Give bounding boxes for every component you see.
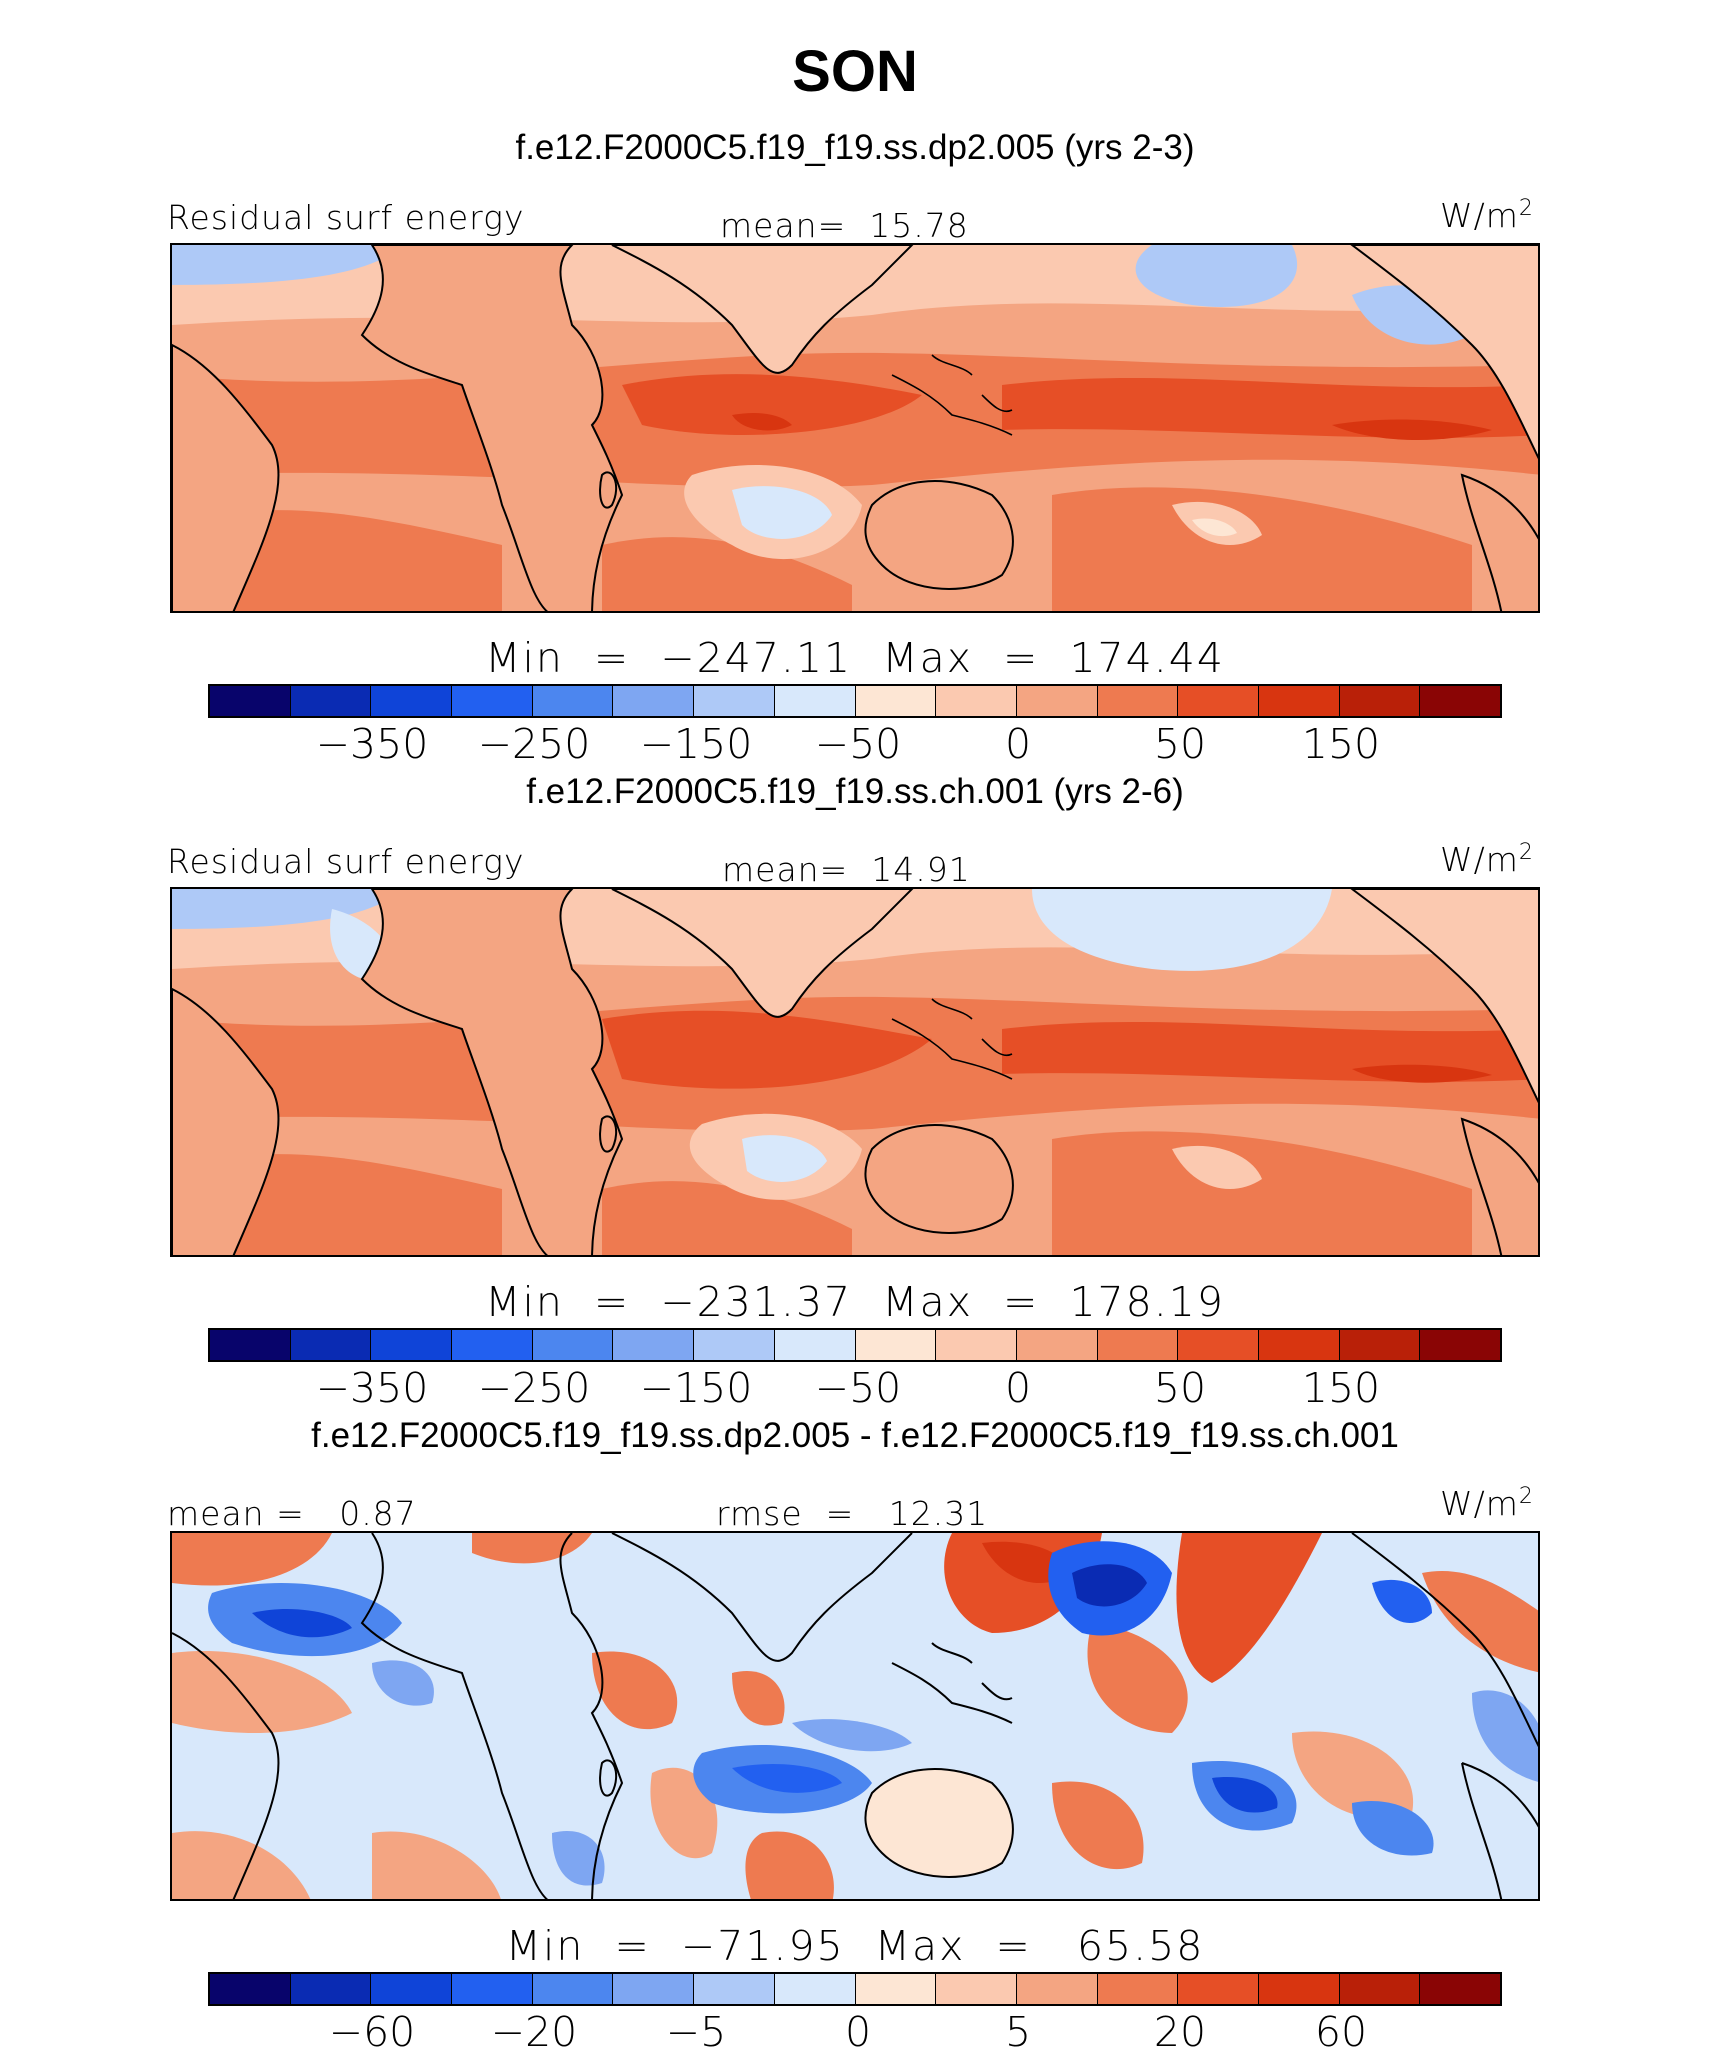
colorbar-swatch bbox=[855, 1974, 937, 2004]
panel-2-tick: 150 bbox=[1301, 1364, 1381, 1412]
panel-2-tick: −50 bbox=[814, 1364, 902, 1412]
colorbar-swatch bbox=[290, 1330, 372, 1360]
colorbar-swatch bbox=[1258, 1974, 1340, 2004]
panel-1-tick: −150 bbox=[639, 720, 753, 768]
colorbar-swatch bbox=[532, 1974, 614, 2004]
colorbar-swatch bbox=[1016, 1330, 1098, 1360]
colorbar-swatch bbox=[694, 1330, 775, 1360]
colorbar-swatch bbox=[452, 1330, 533, 1360]
colorbar-swatch bbox=[210, 1330, 291, 1360]
panel-1-tick: −350 bbox=[315, 720, 429, 768]
panel-1-map bbox=[170, 243, 1540, 613]
colorbar-swatch bbox=[1339, 686, 1421, 716]
panel-3-tick: −20 bbox=[490, 2008, 578, 2056]
colorbar-swatch bbox=[1258, 686, 1340, 716]
panel-3-tick: −60 bbox=[328, 2008, 416, 2056]
panel-3-min-max: Min = −71.95 Max = 65.58 bbox=[505, 1922, 1205, 1970]
colorbar-swatch bbox=[1339, 1974, 1421, 2004]
colorbar-swatch bbox=[452, 1974, 533, 2004]
colorbar-swatch bbox=[1016, 686, 1098, 716]
colorbar-swatch bbox=[452, 686, 533, 716]
panel-2-min-max: Min = −231.37 Max = 178.19 bbox=[485, 1278, 1225, 1326]
colorbar-swatch bbox=[290, 686, 372, 716]
colorbar-swatch bbox=[210, 686, 291, 716]
panel-2-tick: −250 bbox=[477, 1364, 591, 1412]
colorbar-swatch bbox=[532, 1330, 614, 1360]
colorbar-swatch bbox=[210, 1974, 291, 2004]
colorbar-swatch bbox=[936, 1974, 1017, 2004]
panel-3-tick: 20 bbox=[1153, 2008, 1207, 2056]
panel-1-tick: 50 bbox=[1153, 720, 1207, 768]
colorbar-swatch bbox=[1420, 686, 1500, 716]
panel-1-variable-label: Residual surf energy bbox=[167, 198, 525, 237]
panel-3-case-title: f.e12.F2000C5.f19_f19.ss.dp2.005 - f.e12… bbox=[311, 1416, 1399, 1455]
panel-1-case-title: f.e12.F2000C5.f19_f19.ss.dp2.005 (yrs 2-… bbox=[515, 128, 1195, 167]
panel-2-tick: 0 bbox=[1004, 1364, 1032, 1412]
figure-title: SON bbox=[792, 39, 918, 104]
colorbar-swatch bbox=[1258, 1330, 1340, 1360]
panel-3-mean-label: mean = 0.87 bbox=[167, 1494, 417, 1533]
panel-3-tick-labels: −60 −20 −5 0 5 20 60 bbox=[0, 2008, 1710, 2058]
panel-1-mean-label: mean= 15.78 bbox=[720, 206, 969, 245]
colorbar-swatch bbox=[936, 686, 1017, 716]
colorbar-swatch bbox=[774, 686, 856, 716]
colorbar-swatch bbox=[774, 1974, 856, 2004]
colorbar-swatch bbox=[532, 686, 614, 716]
colorbar-swatch bbox=[694, 1974, 775, 2004]
panel-2-units: W/m2 bbox=[1440, 840, 1534, 879]
panel-1-units: W/m2 bbox=[1440, 196, 1534, 235]
colorbar-swatch bbox=[774, 1330, 856, 1360]
panel-3-map-svg bbox=[172, 1533, 1538, 1899]
colorbar-swatch bbox=[694, 686, 775, 716]
colorbar-swatch bbox=[371, 1330, 453, 1360]
colorbar-swatch bbox=[371, 1974, 453, 2004]
colorbar-swatch bbox=[1420, 1974, 1500, 2004]
panel-1-tick: −50 bbox=[814, 720, 902, 768]
panel-2-mean-label: mean= 14.91 bbox=[722, 850, 971, 889]
panel-2-tick: −150 bbox=[639, 1364, 753, 1412]
panel-1-tick: 150 bbox=[1301, 720, 1381, 768]
panel-1-tick: 0 bbox=[1004, 720, 1032, 768]
panel-2-map bbox=[170, 887, 1540, 1257]
colorbar-swatch bbox=[1339, 1330, 1421, 1360]
panel-2-colorbar bbox=[208, 1328, 1502, 1362]
panel-2-tick-labels: −350 −250 −150 −50 0 50 150 bbox=[0, 1364, 1710, 1414]
panel-2-tick: −350 bbox=[315, 1364, 429, 1412]
panel-3-tick: −5 bbox=[665, 2008, 727, 2056]
colorbar-swatch bbox=[936, 1330, 1017, 1360]
colorbar-swatch bbox=[1016, 1974, 1098, 2004]
colorbar-swatch bbox=[613, 1974, 695, 2004]
colorbar-swatch bbox=[371, 686, 453, 716]
colorbar-swatch bbox=[1097, 1974, 1179, 2004]
panel-1-map-svg bbox=[172, 245, 1538, 611]
panel-2-variable-label: Residual surf energy bbox=[167, 842, 525, 881]
panel-2-case-title: f.e12.F2000C5.f19_f19.ss.ch.001 (yrs 2-6… bbox=[526, 772, 1184, 811]
panel-3-rmse-label: rmse = 12.31 bbox=[716, 1494, 989, 1533]
panel-3-tick: 60 bbox=[1314, 2008, 1368, 2056]
panel-3-tick: 0 bbox=[844, 2008, 872, 2056]
panel-3-colorbar bbox=[208, 1972, 1502, 2006]
panel-1-min-max: Min = −247.11 Max = 174.44 bbox=[485, 634, 1225, 682]
panel-2-tick: 50 bbox=[1153, 1364, 1207, 1412]
colorbar-swatch bbox=[1420, 1330, 1500, 1360]
colorbar-swatch bbox=[855, 686, 937, 716]
colorbar-swatch bbox=[613, 686, 695, 716]
panel-2-map-svg bbox=[172, 889, 1538, 1255]
panel-1-colorbar bbox=[208, 684, 1502, 718]
panel-1-tick: −250 bbox=[477, 720, 591, 768]
colorbar-swatch bbox=[855, 1330, 937, 1360]
panel-3-map bbox=[170, 1531, 1540, 1901]
colorbar-swatch bbox=[1178, 686, 1259, 716]
colorbar-swatch bbox=[290, 1974, 372, 2004]
panel-1-tick-labels: −350 −250 −150 −50 0 50 150 bbox=[0, 720, 1710, 770]
panel-3-units: W/m2 bbox=[1440, 1484, 1534, 1523]
panel-3-tick: 5 bbox=[1004, 2008, 1032, 2056]
colorbar-swatch bbox=[613, 1330, 695, 1360]
colorbar-swatch bbox=[1178, 1330, 1259, 1360]
colorbar-swatch bbox=[1097, 1330, 1179, 1360]
colorbar-swatch bbox=[1178, 1974, 1259, 2004]
colorbar-swatch bbox=[1097, 686, 1179, 716]
